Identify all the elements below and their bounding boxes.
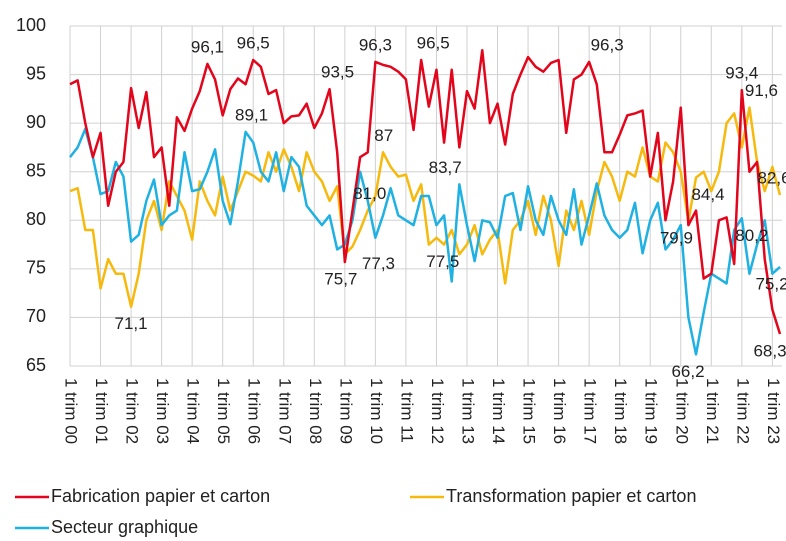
x-tick-label: 1 trim 00 [62, 378, 81, 444]
data-label: 96,3 [359, 35, 392, 54]
x-tick-label: 1 trim 01 [92, 378, 111, 444]
x-tick-label: 1 trim 21 [703, 378, 722, 444]
x-tick-label: 1 trim 20 [672, 378, 691, 444]
x-tick-label: 1 trim 02 [123, 378, 142, 444]
y-tick-label: 90 [26, 112, 46, 132]
data-label: 93,5 [321, 63, 354, 82]
y-tick-label: 75 [26, 258, 46, 278]
x-tick-label: 1 trim 03 [153, 378, 172, 444]
series-line [69, 49, 782, 335]
data-label: 91,6 [745, 81, 778, 100]
x-tick-label: 1 trim 11 [397, 378, 416, 443]
data-label: 82,6 [757, 169, 786, 188]
data-label: 75,7 [324, 270, 357, 289]
data-label: 89,1 [235, 105, 268, 124]
data-label: 71,1 [115, 314, 148, 333]
data-label: 75,2 [755, 274, 786, 293]
x-tick-label: 1 trim 09 [336, 378, 355, 444]
x-tick-label: 1 trim 08 [306, 378, 325, 444]
data-label: 68,3 [753, 341, 786, 360]
data-label: 83,7 [429, 158, 462, 177]
data-label: 84,4 [691, 185, 724, 204]
data-label: 79,9 [660, 229, 693, 248]
x-tick-label: 1 trim 19 [642, 378, 661, 444]
legend-label: Secteur graphique [51, 517, 198, 537]
x-tick-label: 1 trim 13 [459, 378, 478, 444]
data-label: 96,3 [591, 35, 624, 54]
y-tick-label: 80 [26, 209, 46, 229]
x-tick-label: 1 trim 05 [214, 378, 233, 444]
y-tick-label: 95 [26, 63, 46, 83]
data-label: 87 [374, 126, 393, 145]
x-tick-label: 1 trim 06 [245, 378, 264, 444]
data-label: 96,5 [417, 33, 450, 52]
series-line [69, 106, 782, 308]
y-tick-label: 85 [26, 160, 46, 180]
data-label: 81,0 [353, 184, 386, 203]
x-tick-label: 1 trim 16 [550, 378, 569, 444]
x-tick-label: 1 trim 07 [275, 378, 294, 444]
x-tick-label: 1 trim 18 [611, 378, 630, 444]
x-tick-label: 1 trim 10 [367, 378, 386, 444]
data-label: 96,5 [237, 33, 270, 52]
x-tick-label: 1 trim 22 [733, 378, 752, 444]
y-tick-label: 65 [26, 355, 46, 375]
data-label: 66,2 [671, 362, 704, 381]
x-tick-label: 1 trim 15 [520, 378, 539, 444]
data-label: 77,5 [426, 252, 459, 271]
x-tick-label: 1 trim 23 [764, 378, 783, 444]
x-tick-label: 1 trim 14 [489, 378, 508, 444]
y-tick-label: 100 [16, 15, 46, 35]
x-tick-label: 1 trim 17 [581, 378, 600, 444]
x-tick-label: 1 trim 12 [428, 378, 447, 444]
legend-label: Fabrication papier et carton [51, 486, 270, 506]
y-tick-label: 70 [26, 306, 46, 326]
data-label: 96,1 [191, 37, 224, 56]
legend-label: Transformation papier et carton [446, 486, 696, 506]
data-label: 77,3 [362, 254, 395, 273]
data-label: 93,4 [725, 64, 758, 83]
data-label: 80,2 [735, 226, 768, 245]
x-tick-label: 1 trim 04 [184, 378, 203, 444]
series-line [69, 127, 781, 356]
